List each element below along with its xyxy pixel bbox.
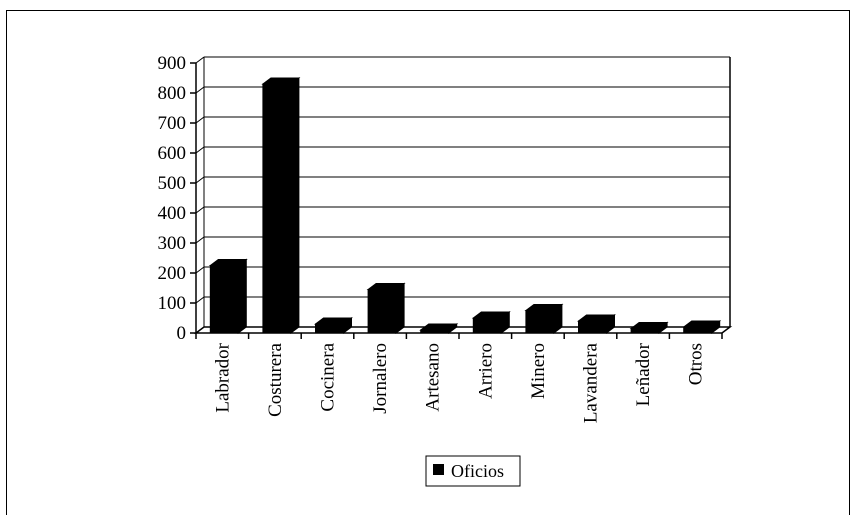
legend-box	[425, 455, 521, 487]
gridline-side	[195, 266, 205, 274]
y-tick-label: 300	[158, 233, 187, 254]
y-tick-label: 100	[158, 293, 187, 314]
bar-side	[343, 317, 352, 334]
bar-side	[237, 258, 247, 334]
bar-side	[290, 77, 300, 334]
bar	[261, 77, 301, 334]
bar-front	[209, 265, 239, 334]
bar-side	[500, 311, 510, 334]
bar-front	[262, 83, 292, 334]
gridline-side	[195, 146, 205, 154]
y-tick-label: 400	[158, 203, 187, 224]
bar-side	[395, 282, 405, 334]
legend-swatch	[433, 464, 444, 475]
chart-frame	[6, 10, 850, 515]
x-tick-label: Lavandera	[581, 342, 602, 423]
gridline-side	[195, 116, 205, 124]
legend-label: Oficios	[451, 461, 504, 481]
bar	[366, 282, 406, 334]
bar	[208, 258, 248, 334]
bar-front	[315, 323, 344, 334]
tick-labels: 0 100 200 300 400 500 600 700 800 900 Labrador Cost…	[158, 53, 707, 423]
x-tick-label: Leñador	[633, 342, 654, 406]
x-tick-label: Artesano	[423, 343, 444, 412]
y-tick-label: 700	[158, 113, 187, 134]
x-tick-label: Jornalero	[370, 343, 391, 414]
bar-side	[553, 303, 563, 334]
bar-front	[472, 317, 502, 334]
gridline-side	[195, 206, 205, 214]
bar	[682, 320, 722, 334]
gridline-side	[195, 236, 205, 244]
gridline-side	[195, 176, 205, 184]
bar	[577, 314, 616, 334]
y-tick-label: 200	[158, 263, 187, 284]
bar-side	[606, 314, 615, 334]
bars	[208, 77, 722, 334]
bar-front	[683, 326, 713, 334]
x-tick-label: Cocinera	[318, 342, 339, 411]
gridline-side	[195, 56, 205, 64]
x-tick-label: Arriero	[475, 343, 496, 399]
x-tick-label: Minero	[528, 343, 549, 399]
x-tick-label: Otros	[686, 343, 707, 385]
bar	[419, 323, 459, 334]
gridline-side	[195, 296, 205, 304]
bar-front	[525, 310, 555, 334]
y-tick-label: 800	[158, 83, 187, 104]
gridline-side	[195, 86, 205, 94]
bar-side	[658, 321, 668, 334]
bar-front	[630, 328, 660, 334]
y-tick-label: 500	[158, 173, 187, 194]
bar	[524, 303, 564, 334]
bar	[471, 311, 511, 334]
bar	[314, 317, 353, 334]
bar-front	[578, 320, 607, 334]
x-tick-label: Costurera	[265, 342, 286, 416]
bar-side	[448, 323, 458, 334]
y-tick-label: 600	[158, 143, 187, 164]
legend: Oficios	[425, 455, 521, 487]
bar	[629, 321, 669, 334]
y-tick-label: 900	[158, 53, 187, 74]
x-tick-label: Labrador	[212, 342, 233, 412]
bar-front	[367, 289, 397, 334]
y-tick-label: 0	[177, 323, 187, 344]
bar-side	[711, 320, 721, 334]
